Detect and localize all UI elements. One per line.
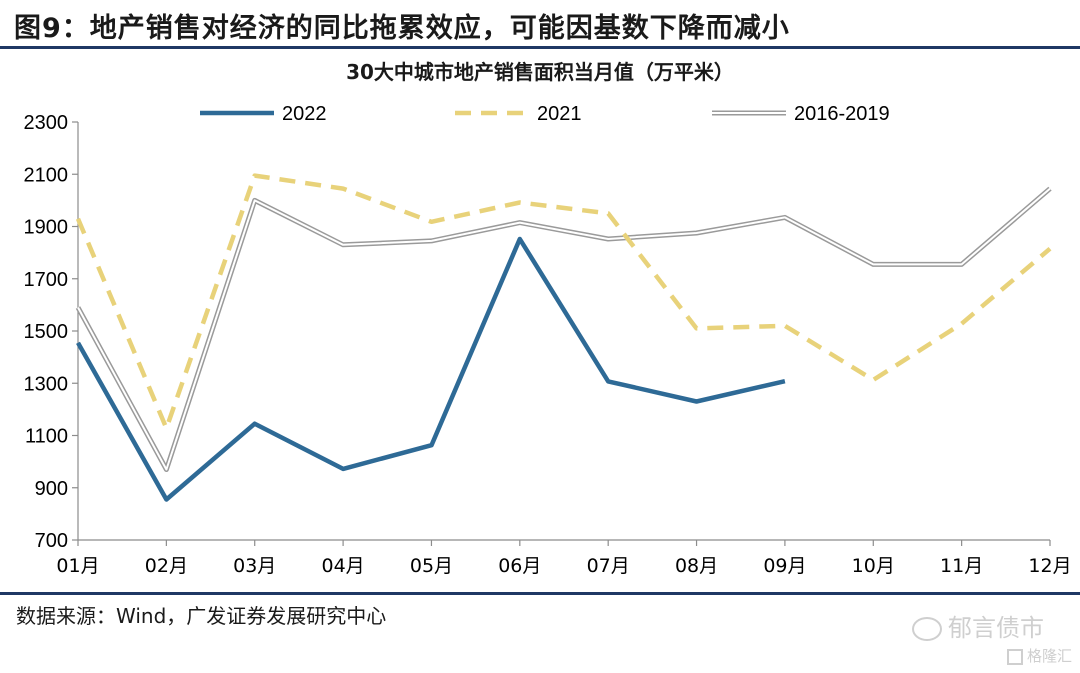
y-tick-label-7: 2100 <box>24 164 69 186</box>
legend-item-2021: 2021 <box>455 103 582 125</box>
y-tick-label-3: 1300 <box>24 373 69 395</box>
x-tick-label-2: 03月 <box>233 555 276 577</box>
y-tick-label-6: 1900 <box>24 217 69 239</box>
y-tick-label-8: 2300 <box>24 112 69 134</box>
watermark-text: 郁言债市 <box>948 614 1044 642</box>
watermark-2-text: 格隆汇 <box>1026 647 1072 665</box>
source-note: 数据来源：Wind，广发证券发展研究中心 <box>16 604 387 628</box>
wechat-icon <box>912 617 942 641</box>
legend-item-2016-2019: 2016-2019 <box>712 103 890 125</box>
series-line <box>75 173 1052 431</box>
legend-label: 2022 <box>282 103 327 125</box>
watermark-2: 格隆汇 <box>1006 645 1072 666</box>
legend-label: 2021 <box>537 103 582 125</box>
gelonghui-icon <box>1006 648 1023 665</box>
series-line <box>76 236 786 502</box>
x-tick-label-11: 12月 <box>1028 555 1071 577</box>
y-tick-label-0: 700 <box>35 530 68 552</box>
figure-title: 图9：地产销售对经济的同比拖累效应，可能因基数下降而减小 <box>14 13 790 44</box>
x-tick-label-10: 11月 <box>940 555 983 577</box>
y-tick-label-4: 1500 <box>24 321 69 343</box>
legend: 2022 2021 2016-2019 <box>200 103 890 125</box>
chart-title: 30大中城市地产销售面积当月值（万平米） <box>346 60 734 84</box>
series-2021 <box>75 173 1052 431</box>
bottom-rule <box>0 592 1080 595</box>
x-tick-label-1: 02月 <box>145 555 188 577</box>
x-tick-label-8: 09月 <box>763 555 806 577</box>
series-2022 <box>76 236 786 502</box>
legend-label: 2016-2019 <box>794 103 890 125</box>
x-tick-label-3: 04月 <box>321 555 364 577</box>
x-tick-label-7: 08月 <box>675 555 718 577</box>
x-tick-label-5: 06月 <box>498 555 541 577</box>
series-line-inner <box>77 187 1051 471</box>
watermark: 郁言债市 <box>912 608 1044 643</box>
top-rule <box>0 46 1080 49</box>
x-tick-label-9: 10月 <box>852 555 895 577</box>
series-layer <box>75 173 1052 502</box>
y-tick-label-5: 1700 <box>24 269 69 291</box>
x-tick-label-4: 05月 <box>410 555 453 577</box>
line-chart: 30大中城市地产销售面积当月值（万平米） 2022 2021 2016-2019 7… <box>24 60 1072 577</box>
x-tick-label-0: 01月 <box>56 555 99 577</box>
series-2016-2019 <box>75 186 1052 472</box>
y-tick-label-2: 1100 <box>25 426 68 448</box>
legend-item-2022: 2022 <box>200 103 327 125</box>
x-tick-label-6: 07月 <box>587 555 630 577</box>
axes: 700 900 1100 1300 1500 1700 1900 2100 2300 01月 02月… <box>24 112 1072 577</box>
y-tick-label-1: 900 <box>35 478 68 500</box>
